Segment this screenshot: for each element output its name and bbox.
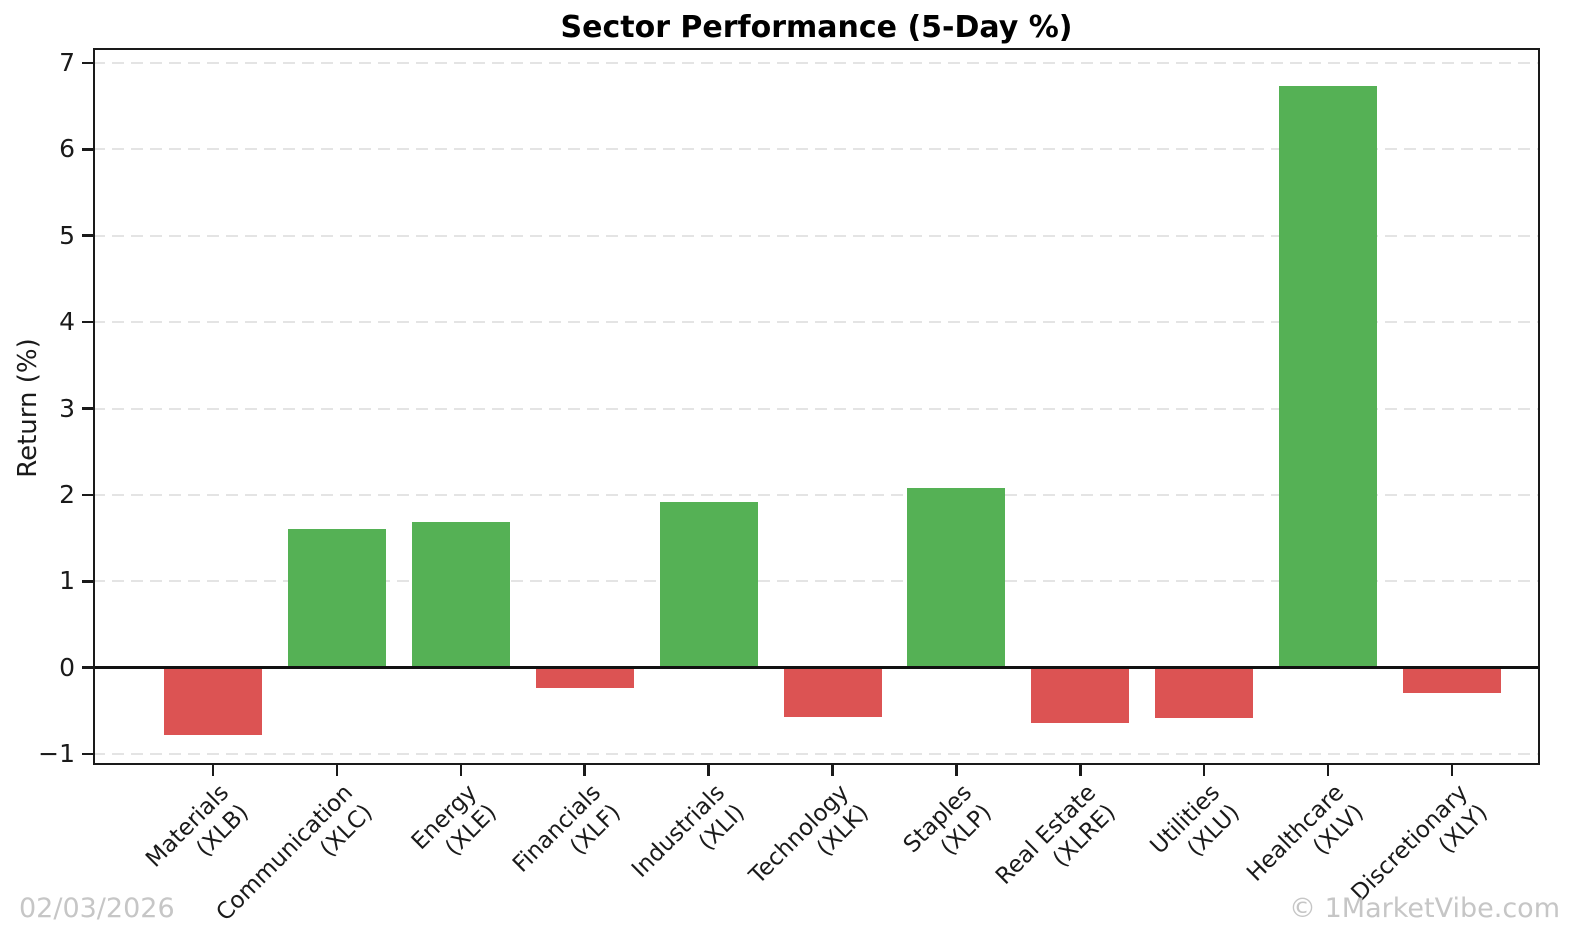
bar-materials-xlb — [164, 667, 262, 736]
bar-industrials-xli — [659, 501, 758, 668]
x-tick-mark — [1079, 765, 1082, 776]
x-tick-mark — [707, 765, 710, 776]
bar-utilities-xlu — [1155, 667, 1254, 718]
y-tick-label: −1 — [38, 739, 75, 769]
y-tick-mark — [82, 320, 93, 324]
y-tick-label: 6 — [59, 134, 75, 164]
y-tick-label: 4 — [59, 307, 75, 337]
bar-healthcare-xlv — [1279, 86, 1378, 668]
gridline-y-4 — [93, 321, 1540, 324]
y-tick-label: 0 — [59, 652, 75, 682]
x-tick-mark — [335, 765, 339, 776]
x-tick-mark — [831, 765, 834, 776]
gridline-y-7 — [93, 61, 1540, 64]
y-tick-mark — [82, 407, 93, 410]
x-tick-mark — [955, 765, 958, 776]
y-tick-mark — [82, 61, 93, 65]
bar-financials-xlf — [535, 667, 634, 688]
x-tick-label: Materials (XLB) — [140, 779, 254, 893]
bar-energy-xle — [411, 521, 510, 668]
x-tick-label: Financials (XLF) — [507, 779, 626, 898]
y-tick-mark — [82, 234, 93, 237]
x-tick-mark — [211, 765, 215, 776]
y-tick-mark — [82, 493, 93, 497]
y-tick-mark — [82, 148, 93, 151]
bar-technology-xlk — [783, 667, 882, 717]
y-tick-mark — [82, 752, 93, 756]
gridline-y-6 — [93, 148, 1540, 151]
x-tick-label: Industrials (XLI) — [626, 779, 750, 903]
bar-discretionary-xly — [1403, 667, 1501, 693]
x-tick-mark — [459, 765, 463, 776]
footer-date: 02/03/2026 — [19, 893, 175, 924]
x-tick-mark — [1202, 765, 1206, 776]
y-tick-label: 5 — [59, 220, 75, 250]
chart-title: Sector Performance (5-Day %) — [560, 10, 1073, 45]
bar-real-estate-xlre — [1031, 667, 1130, 723]
y-tick-label: 3 — [59, 393, 75, 423]
x-tick-label: Real Estate (XLRE) — [991, 779, 1122, 910]
y-tick-label: 7 — [59, 47, 75, 77]
x-tick-mark — [583, 765, 586, 776]
x-tick-label: Energy (XLE) — [406, 779, 503, 876]
plot-area — [93, 48, 1540, 765]
gridline-y-1 — [93, 580, 1540, 583]
gridline-y-3 — [93, 407, 1540, 410]
zero-line — [93, 666, 1540, 670]
x-tick-label: Utilities (XLU) — [1145, 779, 1246, 880]
footer-watermark: © 1MarketVibe.com — [1289, 893, 1560, 924]
y-tick-mark — [82, 580, 93, 583]
x-tick-mark — [1326, 765, 1330, 776]
x-tick-mark — [1450, 765, 1454, 776]
y-tick-mark — [82, 666, 93, 669]
bar-communication-xlc — [287, 528, 386, 668]
y-tick-label: 2 — [59, 479, 75, 509]
bar-staples-xlp — [907, 487, 1006, 668]
gridline-y-5 — [93, 234, 1540, 237]
x-tick-label: Technology (XLK) — [743, 779, 874, 910]
x-tick-label: Staples (XLP) — [898, 779, 998, 879]
y-tick-label: 1 — [59, 566, 75, 596]
gridline-y-2 — [93, 493, 1540, 496]
gridline-y--1 — [93, 753, 1540, 756]
